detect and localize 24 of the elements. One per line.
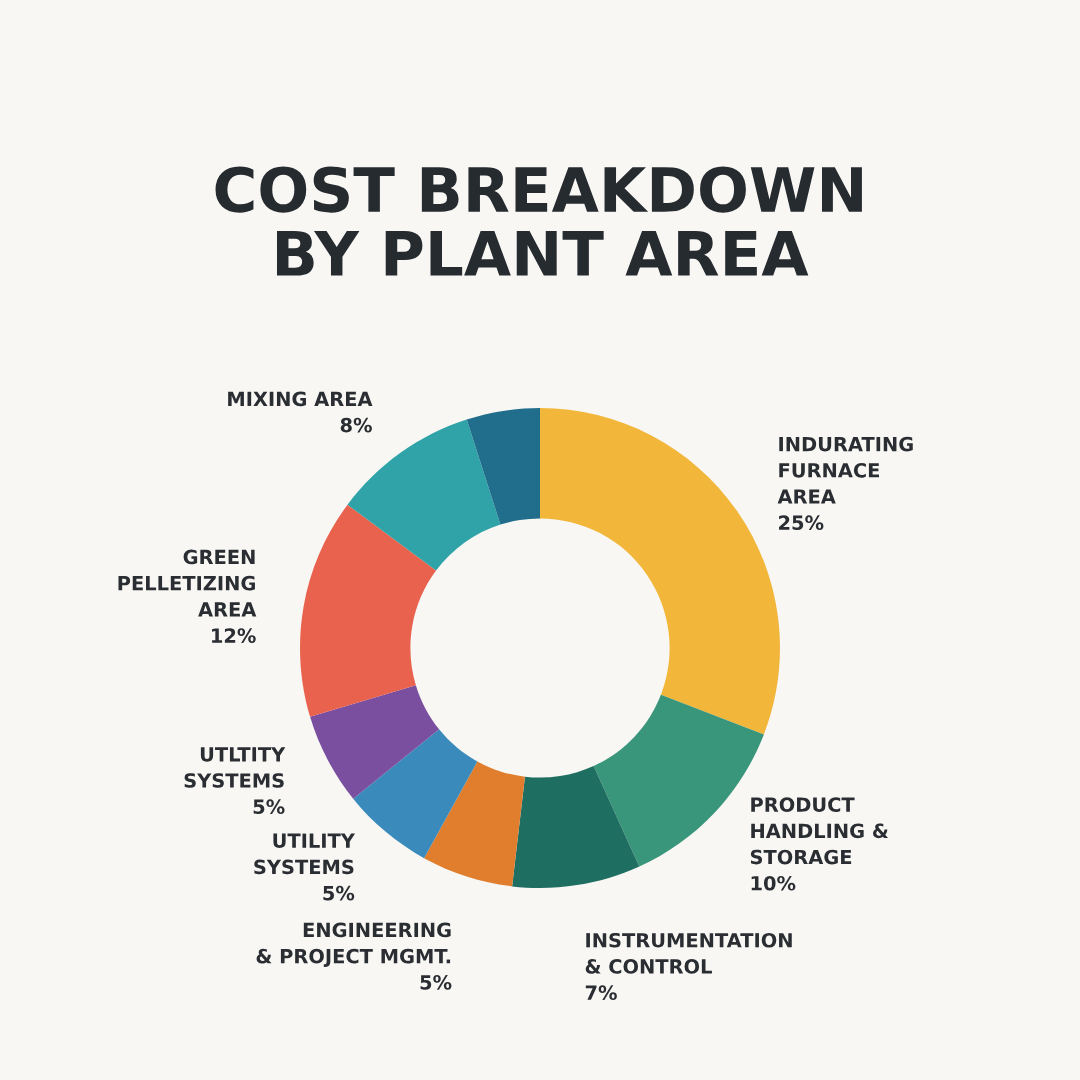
slice-label: INDURATING FURNACE AREA — [777, 436, 913, 504]
slice-label: UTILITY SYSTEMS — [254, 833, 356, 875]
donut-slice — [300, 504, 437, 717]
data-label: 8% — [340, 417, 372, 433]
data-label: 12% — [212, 628, 256, 643]
donut-slice — [310, 685, 440, 799]
data-label: 10% — [751, 875, 796, 891]
data-label: 7% — [585, 985, 617, 1000]
donut-slice — [353, 729, 478, 859]
slice-label: ENGINEERING & PROJECT MGMT. — [256, 922, 451, 968]
slice-label: UTLTITY SYSTEMS — [184, 747, 286, 788]
donut-slice — [512, 765, 640, 888]
donut-slice — [466, 408, 540, 525]
data-label: 5% — [420, 975, 452, 990]
data-label: 25% — [779, 515, 824, 531]
chart-title: COST BREAKDOWN BY PLANT AREA — [215, 166, 862, 276]
slice-label: GREEN PELLETIZING AREA — [118, 549, 257, 617]
donut-slice — [424, 761, 525, 887]
data-label: 5% — [323, 885, 355, 901]
slice-label: PRODUCT HANDLING & STORAGE — [750, 797, 888, 865]
donut-slice — [540, 408, 780, 735]
slice-label: INSTRUMENTATION & CONTROL — [585, 932, 792, 974]
data-label: 5% — [253, 799, 285, 815]
slice-label: MIXING AREA — [228, 391, 373, 407]
